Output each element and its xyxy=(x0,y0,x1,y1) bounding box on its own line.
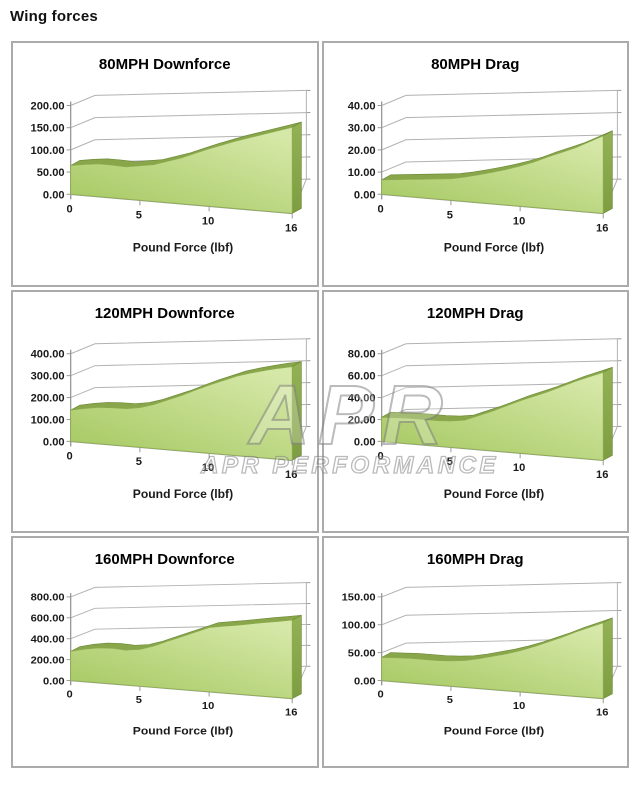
svg-text:16: 16 xyxy=(285,223,297,235)
svg-text:Pound Force (lbf): Pound Force (lbf) xyxy=(133,487,233,501)
svg-text:30.00: 30.00 xyxy=(347,123,375,135)
svg-text:150.00: 150.00 xyxy=(31,123,65,135)
svg-text:5: 5 xyxy=(446,456,452,468)
chart-canvas-80mph-drag: 0.00 10.00 20.00 30.00 40.00 0 5 10 16 Pound Forc… xyxy=(347,89,621,255)
svg-text:Pound Force (lbf): Pound Force (lbf) xyxy=(133,725,233,738)
svg-text:0: 0 xyxy=(377,450,383,462)
svg-text:10: 10 xyxy=(202,462,214,474)
svg-text:50.00: 50.00 xyxy=(347,648,375,660)
chart-title: 120MPH Drag xyxy=(426,305,524,322)
svg-text:0.00: 0.00 xyxy=(43,676,65,688)
chart-title: 80MPH Downforce xyxy=(98,56,231,73)
svg-text:100.00: 100.00 xyxy=(341,620,375,632)
svg-text:0.00: 0.00 xyxy=(43,436,65,448)
chart-cell-80mph-drag: 80MPH Drag 0.00 10.00 20.00 30.00 40.00 0 5 10 1… xyxy=(321,41,629,287)
svg-text:200.00: 200.00 xyxy=(31,655,65,667)
chart-cell-80mph-downforce: 80MPH Downforce 0.00 50.00 100.00 150.00 200… xyxy=(11,41,319,287)
svg-text:80.00: 80.00 xyxy=(347,349,375,361)
chart-canvas-80mph-downforce: 0.00 50.00 100.00 150.00 200.00 0 5 10 16 Pound F… xyxy=(31,89,311,255)
chart-title: 160MPH Drag xyxy=(426,551,524,568)
svg-text:5: 5 xyxy=(136,695,142,707)
svg-text:0.00: 0.00 xyxy=(353,189,375,201)
svg-text:0: 0 xyxy=(67,689,73,701)
svg-text:400.00: 400.00 xyxy=(31,349,65,361)
chart-title: 160MPH Downforce xyxy=(94,551,235,568)
svg-text:0: 0 xyxy=(377,689,383,701)
svg-text:100.00: 100.00 xyxy=(31,145,65,157)
svg-text:10: 10 xyxy=(512,462,524,474)
svg-text:5: 5 xyxy=(446,209,452,221)
svg-text:50.00: 50.00 xyxy=(37,167,65,179)
svg-text:10: 10 xyxy=(512,215,524,227)
svg-text:16: 16 xyxy=(285,469,297,481)
chart-canvas-160mph-downforce: 0.00 200.00 400.00 600.00 800.00 0 5 10 16 Pound … xyxy=(31,582,311,738)
svg-text:0: 0 xyxy=(67,450,73,462)
svg-text:5: 5 xyxy=(136,456,142,468)
chart-canvas-120mph-drag: 0.00 20.00 40.00 60.00 80.00 0 5 10 16 Pound Forc… xyxy=(347,338,621,501)
svg-text:Pound Force (lbf): Pound Force (lbf) xyxy=(443,725,543,738)
svg-text:10: 10 xyxy=(202,215,214,227)
svg-text:100.00: 100.00 xyxy=(31,415,65,427)
chart-cell-120mph-drag: 120MPH Drag 0.00 20.00 40.00 60.00 80.00 0 5 10… xyxy=(321,290,629,533)
svg-text:400.00: 400.00 xyxy=(31,634,65,646)
svg-text:800.00: 800.00 xyxy=(31,592,65,604)
svg-text:20.00: 20.00 xyxy=(347,415,375,427)
chart-title: 80MPH Drag xyxy=(431,56,520,73)
svg-text:Pound Force (lbf): Pound Force (lbf) xyxy=(443,241,543,255)
svg-text:0: 0 xyxy=(377,203,383,215)
svg-text:5: 5 xyxy=(136,209,142,221)
svg-text:40.00: 40.00 xyxy=(347,393,375,405)
svg-text:16: 16 xyxy=(285,707,297,719)
chart-canvas-120mph-downforce: 0.00 100.00 200.00 300.00 400.00 0 5 10 16 Pound … xyxy=(31,338,311,501)
svg-text:150.00: 150.00 xyxy=(341,592,375,604)
svg-text:10: 10 xyxy=(512,700,524,712)
svg-text:Pound Force (lbf): Pound Force (lbf) xyxy=(443,487,543,501)
svg-text:0.00: 0.00 xyxy=(353,676,375,688)
svg-text:200.00: 200.00 xyxy=(31,101,65,113)
svg-text:40.00: 40.00 xyxy=(347,101,375,113)
svg-text:10.00: 10.00 xyxy=(347,167,375,179)
charts-grid: 80MPH Downforce 0.00 50.00 100.00 150.00 200… xyxy=(11,41,629,768)
svg-text:5: 5 xyxy=(446,695,452,707)
chart-cell-120mph-downforce: 120MPH Downforce 0.00 100.00 200.00 300.00 4… xyxy=(11,290,319,533)
chart-cell-160mph-downforce: 160MPH Downforce 0.00 200.00 400.00 600.00 8… xyxy=(11,536,319,768)
svg-text:0: 0 xyxy=(67,203,73,215)
chart-title: 120MPH Downforce xyxy=(94,305,235,322)
svg-text:16: 16 xyxy=(596,707,608,719)
svg-text:60.00: 60.00 xyxy=(347,371,375,383)
svg-text:16: 16 xyxy=(596,469,608,481)
svg-text:300.00: 300.00 xyxy=(31,371,65,383)
svg-text:20.00: 20.00 xyxy=(347,145,375,157)
svg-text:10: 10 xyxy=(202,700,214,712)
svg-text:0.00: 0.00 xyxy=(43,189,65,201)
svg-text:200.00: 200.00 xyxy=(31,393,65,405)
chart-canvas-160mph-drag: 0.00 50.00 100.00 150.00 0 5 10 16 Pound Force (… xyxy=(341,582,621,738)
svg-text:16: 16 xyxy=(596,223,608,235)
page-title: Wing forces xyxy=(10,8,98,25)
svg-text:Pound Force (lbf): Pound Force (lbf) xyxy=(133,241,233,255)
svg-text:0.00: 0.00 xyxy=(353,436,375,448)
chart-cell-160mph-drag: 160MPH Drag 0.00 50.00 100.00 150.00 0 5 10 16 P… xyxy=(321,536,629,768)
svg-text:600.00: 600.00 xyxy=(31,613,65,625)
